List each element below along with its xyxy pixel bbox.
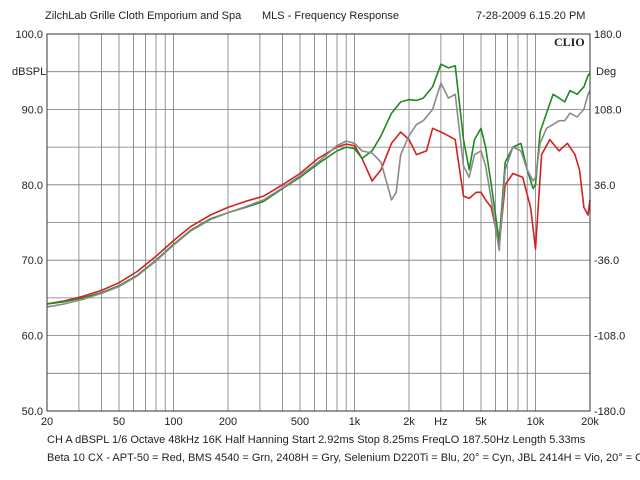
x-tick-label: 100	[164, 416, 182, 428]
x-tick-label: 500	[291, 416, 309, 428]
y-tick-label: 70.0	[22, 255, 43, 267]
x-tick-label: 50	[113, 416, 125, 428]
x-tick-label: 5k	[475, 416, 487, 428]
measurement-settings: CH A dBSPL 1/6 Octave 48kHz 16K Half Han…	[47, 434, 586, 446]
y2-tick-label: -36.0	[594, 255, 619, 267]
plot-frame	[46, 33, 591, 412]
x-tick-label: Hz	[434, 416, 447, 428]
header-left: ZilchLab Grille Cloth Emporium and Spa	[45, 10, 242, 22]
y-tick-label: 60.0	[22, 331, 43, 343]
y2-axis-label: Deg	[596, 66, 617, 78]
x-tick-label: 20	[41, 416, 53, 428]
series-lines	[46, 63, 591, 308]
clio-logo: CLIO	[554, 35, 585, 49]
x-tick-label: 200	[219, 416, 237, 428]
y-tick-label: 50.0	[22, 406, 43, 418]
y2-tick-label: 108.0	[594, 104, 622, 116]
tick-labels: 20 50 100 200 500 1k 2k Hz 5k 10k 20k 100.0 90.0 80.0…	[15, 29, 625, 428]
y2-tick-label: -108.0	[594, 331, 625, 343]
x-tick-label: 20k	[581, 416, 599, 428]
y-tick-label: 100.0	[15, 29, 43, 41]
y2-tick-label: 180.0	[594, 29, 622, 41]
y-tick-label: 90.0	[22, 104, 43, 116]
y2-tick-label: -180.0	[594, 406, 625, 418]
frequency-response-chart: 20 50 100 200 500 1k 2k Hz 5k 10k 20k 100.0 90.0 80.0…	[15, 29, 625, 428]
x-tick-label: 1k	[349, 416, 361, 428]
x-tick-label: 2k	[403, 416, 415, 428]
series-line-1	[46, 127, 591, 305]
chart-title: MLS - Frequency Response	[262, 10, 399, 22]
grid	[47, 34, 590, 411]
y-axis-label: dBSPL	[12, 66, 47, 78]
y2-tick-label: 36.0	[594, 180, 615, 192]
x-tick-label: 10k	[527, 416, 545, 428]
y-tick-label: 80.0	[22, 180, 43, 192]
series-line-2	[46, 63, 591, 305]
series-legend-text: Beta 10 CX - APT-50 = Red, BMS 4540 = Gr…	[47, 452, 640, 464]
header-timestamp: 7-28-2009 6.15.20 PM	[476, 10, 586, 22]
series-line-3	[46, 82, 591, 308]
